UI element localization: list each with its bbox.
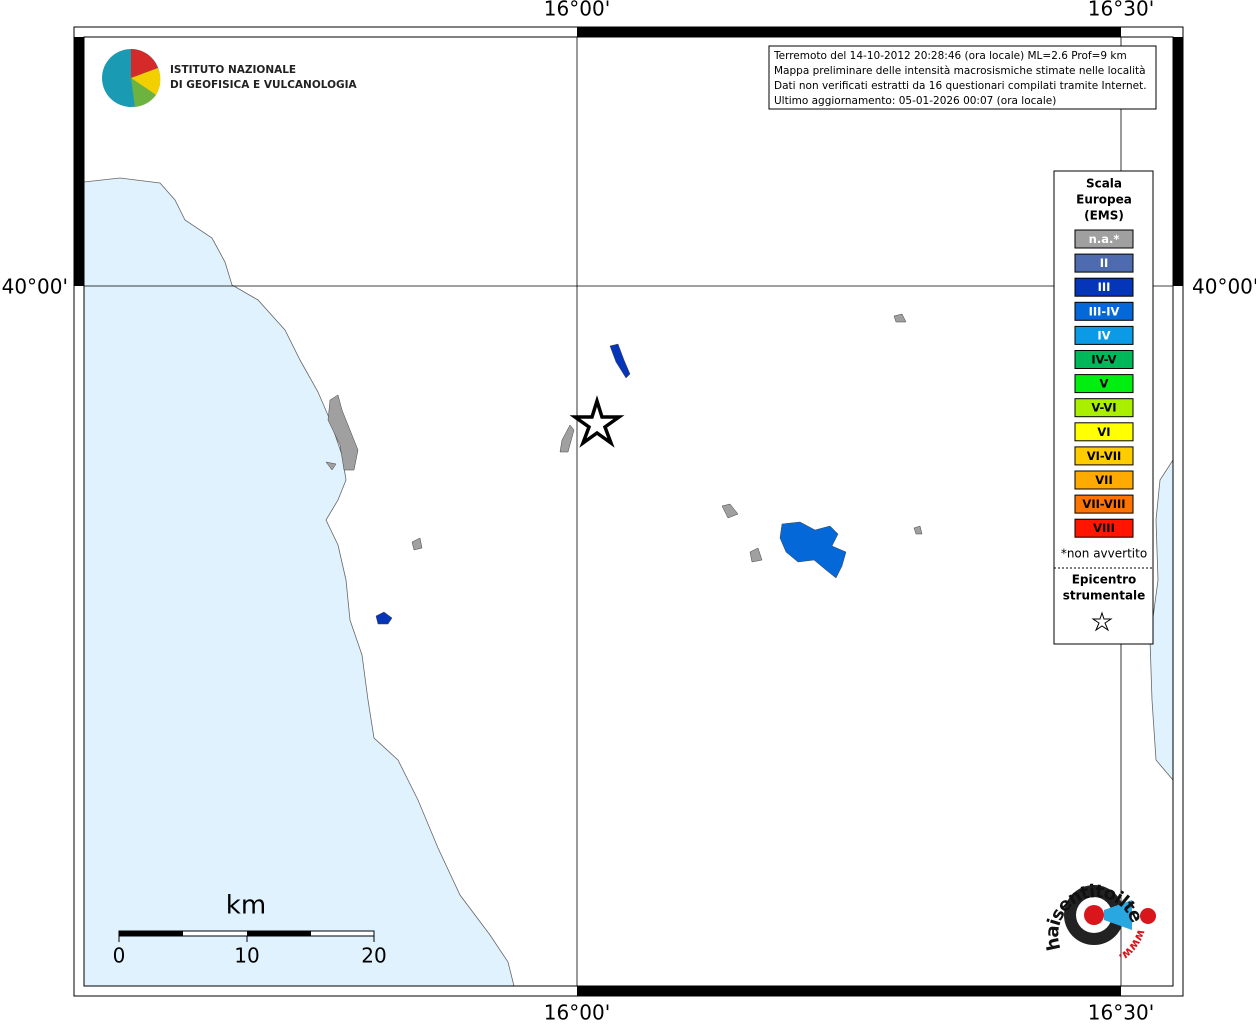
info-line: Terremoto del 14-10-2012 20:28:46 (ora l… [773, 50, 1127, 62]
legend-swatch [1074, 398, 1134, 418]
legend-star [1091, 611, 1113, 632]
scale-unit: km [226, 891, 266, 921]
lon-label: 16°30' [1088, 0, 1154, 21]
logo-text: DI GEOFISICA E VULCANOLOGIA [170, 79, 358, 91]
scale-segment [247, 931, 311, 936]
legend-swatch [1074, 229, 1134, 249]
legend-title: (EMS) [1084, 209, 1124, 223]
lon-label: 16°00' [544, 1001, 610, 1024]
legend-label: V-VI [1091, 401, 1116, 415]
logo: ISTITUTO NAZIONALE DI GEOFISICA E VULCAN… [102, 49, 358, 107]
locality [913, 525, 923, 535]
info-line: Ultimo aggiornamento: 05-01-2026 00:07 (… [774, 95, 1056, 107]
locality [893, 313, 907, 323]
legend-epicenter: Epicentro [1072, 573, 1137, 587]
locality [609, 343, 631, 379]
frame-segment [1173, 37, 1183, 286]
lon-label: 16°30' [1088, 1001, 1154, 1024]
legend-swatch [1074, 446, 1134, 466]
scale-bar: km 0 10 20 [113, 891, 387, 968]
scale-label: 10 [234, 944, 259, 968]
locality [411, 537, 423, 551]
logo-globe [131, 78, 156, 107]
lat-label: 40°00' [1192, 275, 1256, 299]
frame-segment [577, 986, 1121, 996]
epicenter [569, 395, 625, 448]
legend-label: VII [1095, 473, 1112, 487]
legend-title: Europea [1076, 193, 1132, 207]
logo-globe [131, 49, 158, 78]
legend-swatch [1074, 253, 1134, 273]
watermark-disc [1084, 905, 1104, 925]
legend-swatch [1074, 350, 1134, 369]
legend-label: n.a.* [1089, 232, 1120, 246]
watermark-cone [1104, 900, 1132, 930]
info-line: Mappa preliminare delle intensità macros… [774, 65, 1146, 77]
logo-globe [131, 68, 161, 95]
legend-swatch [1074, 470, 1134, 490]
legend-label: V [1100, 377, 1109, 391]
legend-label: III-IV [1089, 304, 1120, 318]
lon-label: 16°00' [544, 0, 610, 21]
logo-text: ISTITUTO NAZIONALE [170, 64, 296, 76]
legend-swatch [1074, 374, 1134, 394]
legend-epicenter: strumentale [1063, 589, 1146, 603]
locality [721, 503, 739, 519]
legend-swatch [1074, 422, 1134, 442]
legend-label: VII-VIII [1082, 497, 1125, 511]
lat-label: 40°00' [2, 275, 68, 299]
legend-swatch [1074, 518, 1134, 538]
legend-title: Scala [1086, 177, 1122, 191]
legend: Scala Europea (EMS) *non avvertito Epice… [1053, 170, 1154, 645]
frame-segment [577, 27, 1121, 37]
locality [327, 394, 359, 471]
scale-segment [119, 931, 183, 936]
legend-swatch [1074, 494, 1134, 514]
legend-note: *non avvertito [1061, 547, 1147, 561]
localities [325, 313, 923, 625]
locality [325, 461, 337, 471]
frame-segment [74, 37, 84, 286]
legend-swatch [1074, 325, 1134, 345]
scale-label: 20 [361, 944, 386, 968]
watermark-badge [1140, 908, 1156, 924]
legend-label: II [1100, 256, 1109, 270]
info-box: Terremoto del 14-10-2012 20:28:46 (ora l… [768, 45, 1157, 110]
info-frame [768, 45, 1157, 110]
scale-label: 0 [113, 944, 126, 968]
locality [779, 521, 847, 579]
legend-label: III [1098, 280, 1111, 294]
legend-swatch [1074, 277, 1134, 297]
locality [559, 424, 575, 453]
sea [83, 177, 515, 987]
info-line: Dati non verificati estratti da 16 quest… [774, 80, 1147, 92]
legend-label: IV [1097, 328, 1110, 342]
legend-label: IV-V [1091, 353, 1116, 367]
legend-label: VIII [1093, 521, 1115, 535]
locality [375, 611, 393, 625]
legend-label: VI [1097, 425, 1110, 439]
legend-label: VI-VII [1087, 449, 1122, 463]
locality [749, 547, 763, 563]
legend-swatch [1074, 301, 1134, 321]
